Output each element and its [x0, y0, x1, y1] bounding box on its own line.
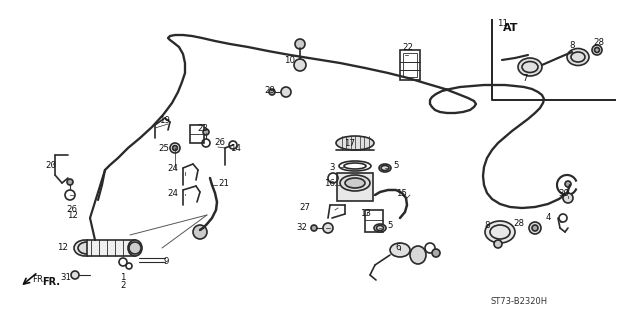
- Text: 14: 14: [230, 143, 241, 153]
- Text: 19: 19: [159, 116, 170, 124]
- Circle shape: [592, 45, 602, 55]
- Circle shape: [432, 249, 440, 257]
- Circle shape: [129, 242, 141, 254]
- Ellipse shape: [485, 221, 515, 243]
- Circle shape: [294, 59, 306, 71]
- Circle shape: [173, 146, 177, 150]
- Text: 20: 20: [45, 161, 56, 170]
- Text: 10: 10: [284, 55, 295, 65]
- Text: 23: 23: [197, 124, 208, 132]
- Text: 12: 12: [57, 244, 68, 252]
- Ellipse shape: [518, 58, 542, 76]
- Circle shape: [295, 39, 305, 49]
- Text: 15: 15: [396, 188, 407, 197]
- Text: 5: 5: [387, 221, 392, 230]
- Ellipse shape: [567, 49, 589, 66]
- Circle shape: [203, 129, 209, 135]
- Text: 27: 27: [299, 204, 310, 212]
- Text: 29: 29: [264, 85, 275, 94]
- Text: 25: 25: [158, 143, 169, 153]
- Bar: [337, 173, 373, 201]
- Circle shape: [494, 240, 502, 248]
- Text: 26: 26: [67, 205, 77, 214]
- Ellipse shape: [340, 175, 370, 191]
- Circle shape: [565, 181, 571, 187]
- Text: 31: 31: [60, 274, 71, 283]
- Text: 8: 8: [484, 221, 490, 230]
- Ellipse shape: [410, 246, 426, 264]
- Bar: [365, 210, 383, 232]
- Text: AT: AT: [503, 23, 518, 33]
- Text: 5: 5: [393, 161, 399, 170]
- Text: 12: 12: [67, 211, 78, 220]
- Text: 30: 30: [558, 188, 569, 197]
- Text: 17: 17: [344, 139, 355, 148]
- Circle shape: [532, 225, 538, 231]
- Ellipse shape: [390, 243, 410, 257]
- Text: 24: 24: [167, 164, 178, 172]
- Ellipse shape: [78, 242, 96, 254]
- Ellipse shape: [345, 178, 365, 188]
- Text: 24: 24: [167, 188, 178, 197]
- Circle shape: [269, 89, 275, 95]
- Ellipse shape: [128, 240, 142, 256]
- Text: 8: 8: [569, 41, 575, 50]
- Circle shape: [311, 225, 317, 231]
- Text: 3: 3: [330, 163, 335, 172]
- Text: 2: 2: [120, 282, 125, 291]
- Text: 4: 4: [545, 213, 551, 222]
- Text: 21: 21: [218, 179, 229, 188]
- Circle shape: [281, 87, 291, 97]
- Circle shape: [323, 223, 333, 233]
- Bar: [87, 240, 135, 256]
- Text: 1: 1: [120, 273, 125, 282]
- Circle shape: [529, 222, 541, 234]
- Circle shape: [563, 193, 573, 203]
- Text: 22: 22: [403, 43, 413, 52]
- Circle shape: [563, 193, 571, 201]
- Ellipse shape: [374, 224, 386, 232]
- Bar: [400, 50, 420, 80]
- Ellipse shape: [379, 164, 391, 172]
- Bar: [190, 125, 204, 143]
- Circle shape: [71, 271, 79, 279]
- Circle shape: [193, 225, 207, 239]
- Text: 32: 32: [296, 223, 307, 233]
- Text: FR.: FR.: [32, 276, 45, 284]
- Text: 9: 9: [163, 258, 168, 267]
- Text: 6: 6: [395, 244, 401, 252]
- Text: 28: 28: [513, 220, 524, 228]
- Text: 13: 13: [360, 209, 371, 218]
- Text: 11: 11: [497, 19, 508, 28]
- Text: 26: 26: [214, 138, 225, 147]
- Text: 16: 16: [324, 179, 335, 188]
- Ellipse shape: [74, 240, 96, 256]
- Bar: [403, 53, 417, 77]
- Text: 7: 7: [522, 74, 528, 83]
- Circle shape: [67, 179, 73, 185]
- Text: 28: 28: [593, 37, 604, 46]
- Text: FR.: FR.: [42, 277, 60, 287]
- Ellipse shape: [336, 136, 374, 150]
- Text: ST73-B2320H: ST73-B2320H: [490, 298, 547, 307]
- Circle shape: [595, 47, 600, 52]
